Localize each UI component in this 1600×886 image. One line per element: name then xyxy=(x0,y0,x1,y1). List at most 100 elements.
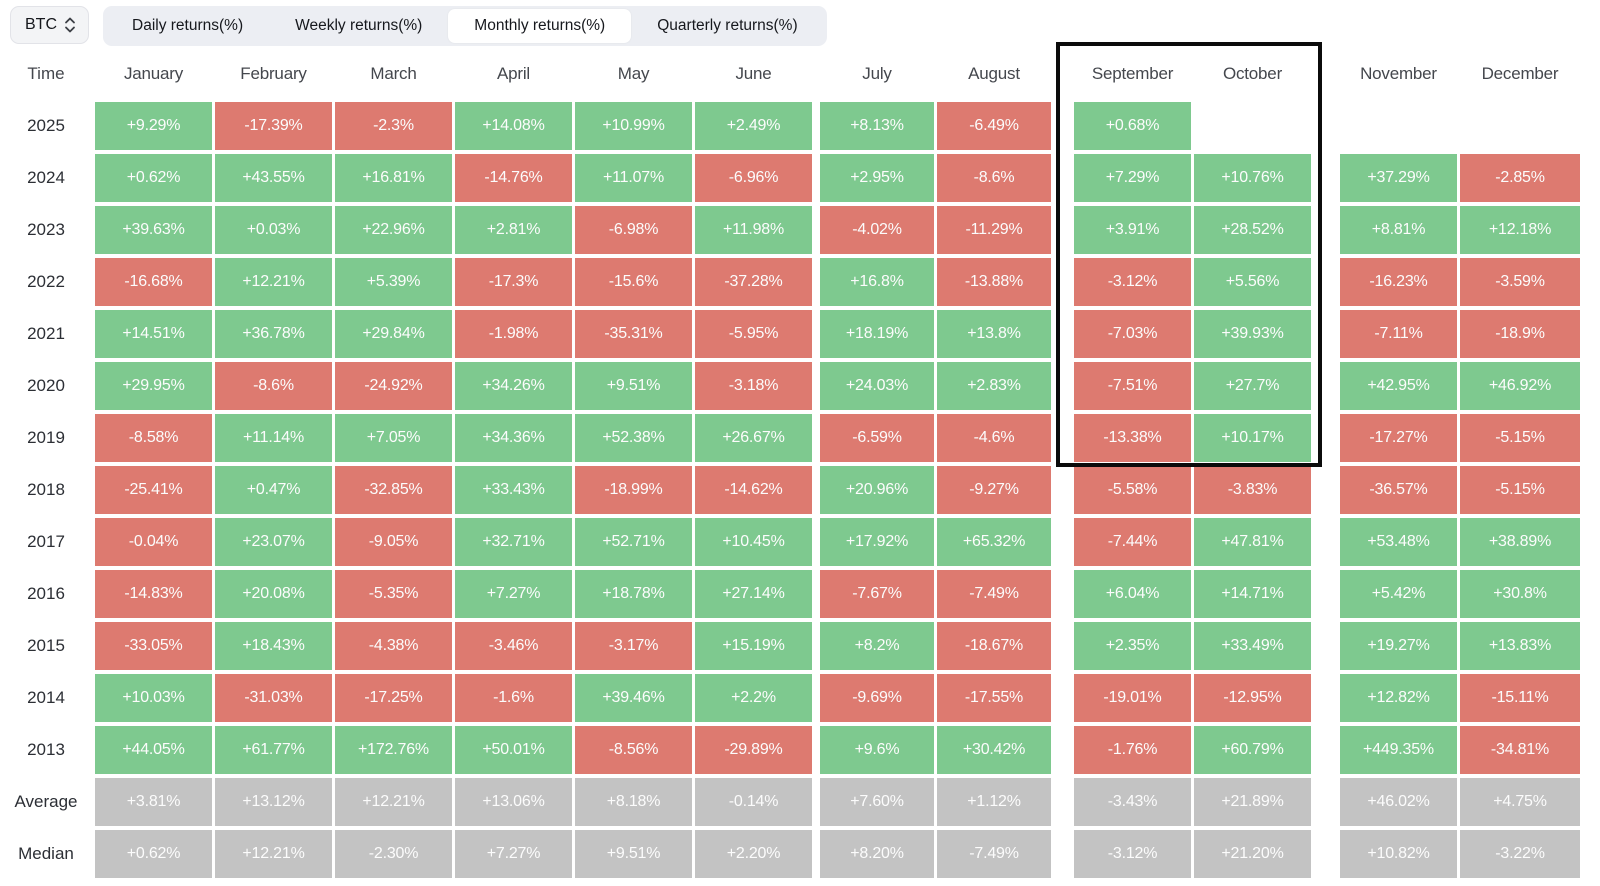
return-cell: -3.12% xyxy=(1074,830,1191,878)
return-cell: +7.60% xyxy=(820,778,934,826)
month-header-june: June xyxy=(735,64,772,83)
return-cell: -2.85% xyxy=(1460,154,1580,202)
return-cell xyxy=(1194,102,1311,150)
return-cell: +2.2% xyxy=(695,674,812,722)
time-column-header: Time xyxy=(27,64,65,83)
return-cell: +10.03% xyxy=(95,674,212,722)
return-cell: +2.35% xyxy=(1074,622,1191,670)
return-cell: -4.38% xyxy=(335,622,452,670)
unfold-chevrons-icon xyxy=(64,16,76,34)
return-cell: -15.6% xyxy=(575,258,692,306)
return-cell: -29.89% xyxy=(695,726,812,774)
return-cell: +3.81% xyxy=(95,778,212,826)
table-row-2022: 2022 -16.68% +12.21% +5.39% -17.3% -15.6% -37.… xyxy=(0,258,1583,306)
top-toolbar: BTC Daily returns(%) Weekly returns(%) Mon… xyxy=(10,6,827,46)
return-cell: +52.71% xyxy=(575,518,692,566)
table-row-2021: 2021 +14.51% +36.78% +29.84% -1.98% -35.31% -5… xyxy=(0,310,1583,358)
month-header-may: May xyxy=(617,64,650,83)
return-cell: +12.18% xyxy=(1460,206,1580,254)
return-cell: +7.27% xyxy=(455,570,572,618)
return-cell: +12.21% xyxy=(215,258,332,306)
return-cell: -17.27% xyxy=(1340,414,1457,462)
month-header-april: April xyxy=(496,64,530,83)
return-cell: -7.44% xyxy=(1074,518,1191,566)
tab-weekly-returns[interactable]: Weekly returns(%) xyxy=(295,17,423,34)
return-cell: -8.6% xyxy=(937,154,1051,202)
return-cell: -5.15% xyxy=(1460,466,1580,514)
return-cell: -3.59% xyxy=(1460,258,1580,306)
return-cell: +20.08% xyxy=(215,570,332,618)
return-cell: +61.77% xyxy=(215,726,332,774)
return-cell: +6.04% xyxy=(1074,570,1191,618)
return-cell: +12.82% xyxy=(1340,674,1457,722)
table-row-2014: 2014 +10.03% -31.03% -17.25% -1.6% +39.46% +2.… xyxy=(0,674,1583,722)
return-cell: +7.29% xyxy=(1074,154,1191,202)
return-cell: +29.84% xyxy=(335,310,452,358)
year-row-label: 2022 xyxy=(27,272,65,291)
return-cell xyxy=(1340,102,1457,150)
return-cell: -17.39% xyxy=(215,102,332,150)
return-cell: +9.29% xyxy=(95,102,212,150)
return-cell: +172.76% xyxy=(335,726,452,774)
year-row-label: 2013 xyxy=(27,740,65,759)
return-cell: -31.03% xyxy=(215,674,332,722)
summary-row-label: Average xyxy=(14,792,78,811)
return-cell: +14.08% xyxy=(455,102,572,150)
return-cell: +9.51% xyxy=(575,362,692,410)
return-cell: +8.18% xyxy=(575,778,692,826)
return-cell: +449.35% xyxy=(1340,726,1457,774)
asset-selector-dropdown[interactable]: BTC xyxy=(10,6,89,44)
return-cell: -17.25% xyxy=(335,674,452,722)
return-cell: -15.11% xyxy=(1460,674,1580,722)
return-cell: +0.62% xyxy=(95,830,212,878)
return-cell: +5.42% xyxy=(1340,570,1457,618)
return-cell: +10.45% xyxy=(695,518,812,566)
table-row-2025: 2025 +9.29% -17.39% -2.3% +14.08% +10.99% +2.4… xyxy=(0,102,1583,150)
return-cell: +2.49% xyxy=(695,102,812,150)
tab-daily-returns[interactable]: Daily returns(%) xyxy=(132,17,244,34)
return-cell: -4.02% xyxy=(820,206,934,254)
return-cell: -1.76% xyxy=(1074,726,1191,774)
return-cell: +3.91% xyxy=(1074,206,1191,254)
return-cell: +39.46% xyxy=(575,674,692,722)
year-row-label: 2023 xyxy=(27,220,65,239)
return-cell: -32.85% xyxy=(335,466,452,514)
return-cell: -7.49% xyxy=(937,570,1051,618)
tab-quarterly-returns[interactable]: Quarterly returns(%) xyxy=(657,17,798,34)
table-row-2015: 2015 -33.05% +18.43% -4.38% -3.46% -3.17% +15.… xyxy=(0,622,1583,670)
return-cell: +39.63% xyxy=(95,206,212,254)
return-cell: -13.88% xyxy=(937,258,1051,306)
asset-selector-value: BTC xyxy=(25,16,57,33)
return-cell: -14.83% xyxy=(95,570,212,618)
return-cell: -7.03% xyxy=(1074,310,1191,358)
return-cell: -9.69% xyxy=(820,674,934,722)
return-cell: +38.89% xyxy=(1460,518,1580,566)
return-cell: +2.20% xyxy=(695,830,812,878)
return-cell: +65.32% xyxy=(937,518,1051,566)
return-cell: -2.30% xyxy=(335,830,452,878)
return-cell: +8.81% xyxy=(1340,206,1457,254)
year-row-label: 2018 xyxy=(27,480,65,499)
return-cell: +24.03% xyxy=(820,362,934,410)
return-cell: -1.98% xyxy=(455,310,572,358)
return-cell: +12.21% xyxy=(215,830,332,878)
return-cell: +34.36% xyxy=(455,414,572,462)
year-row-label: 2017 xyxy=(27,532,65,551)
return-cell: +18.19% xyxy=(820,310,934,358)
return-cell: -11.29% xyxy=(937,206,1051,254)
return-cell: -33.05% xyxy=(95,622,212,670)
return-cell: +0.47% xyxy=(215,466,332,514)
return-cell: +37.29% xyxy=(1340,154,1457,202)
return-cell: +17.92% xyxy=(820,518,934,566)
return-cell: +30.42% xyxy=(937,726,1051,774)
year-row-label: 2025 xyxy=(27,116,65,135)
return-cell: +11.98% xyxy=(695,206,812,254)
return-cell: +10.99% xyxy=(575,102,692,150)
return-cell: +15.19% xyxy=(695,622,812,670)
tab-monthly-returns[interactable]: Monthly returns(%) xyxy=(448,9,632,43)
table-row-median: Median +0.62% +12.21% -2.30% +7.27% +9.51% +2.… xyxy=(0,830,1583,878)
table-row-2013: 2013 +44.05% +61.77% +172.76% +50.01% -8.56% -… xyxy=(0,726,1583,774)
return-cell: +18.43% xyxy=(215,622,332,670)
return-cell: -14.62% xyxy=(695,466,812,514)
return-cell: +27.7% xyxy=(1194,362,1311,410)
